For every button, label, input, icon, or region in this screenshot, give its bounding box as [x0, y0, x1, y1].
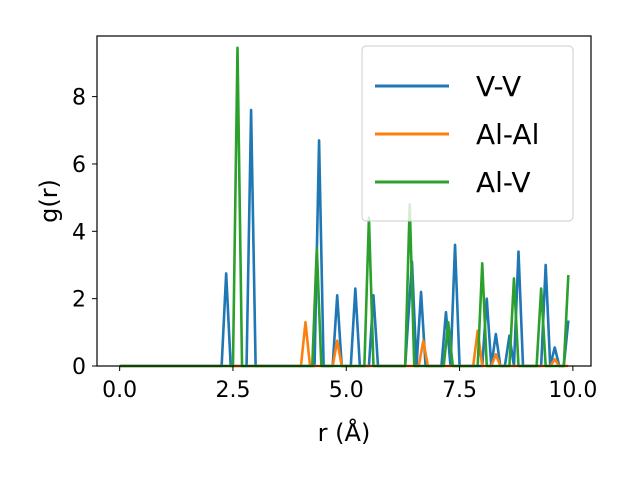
x-tick-label: 5.0 [329, 378, 364, 403]
series-line-al-al [119, 320, 569, 368]
y-axis-label: g(r) [35, 179, 63, 223]
x-tick-label: 10.0 [548, 378, 597, 403]
axes-frame [96, 35, 592, 367]
x-tick-label: 2.5 [215, 378, 250, 403]
y-tick-label: 8 [72, 86, 86, 111]
legend-label-al-v: Al-V [476, 166, 531, 199]
x-axis-label: r (Å) [318, 418, 371, 447]
legend-label-v-v: V-V [476, 70, 521, 103]
y-tick-label: 2 [72, 288, 86, 313]
y-tick-label: 6 [72, 153, 86, 178]
x-tick-label: 7.5 [442, 378, 477, 403]
y-tick-label: 0 [72, 355, 86, 380]
y-tick-label: 4 [72, 220, 86, 245]
legend: V-V Al-Al Al-V [361, 45, 574, 222]
y-axis-ticks: 0 2 4 6 8 [72, 86, 97, 380]
legend-label-al-al: Al-Al [476, 118, 539, 151]
x-axis-ticks: 0.0 2.5 5.0 7.5 10.0 [102, 366, 597, 403]
x-tick-label: 0.0 [102, 378, 137, 403]
legend-box [361, 45, 574, 222]
